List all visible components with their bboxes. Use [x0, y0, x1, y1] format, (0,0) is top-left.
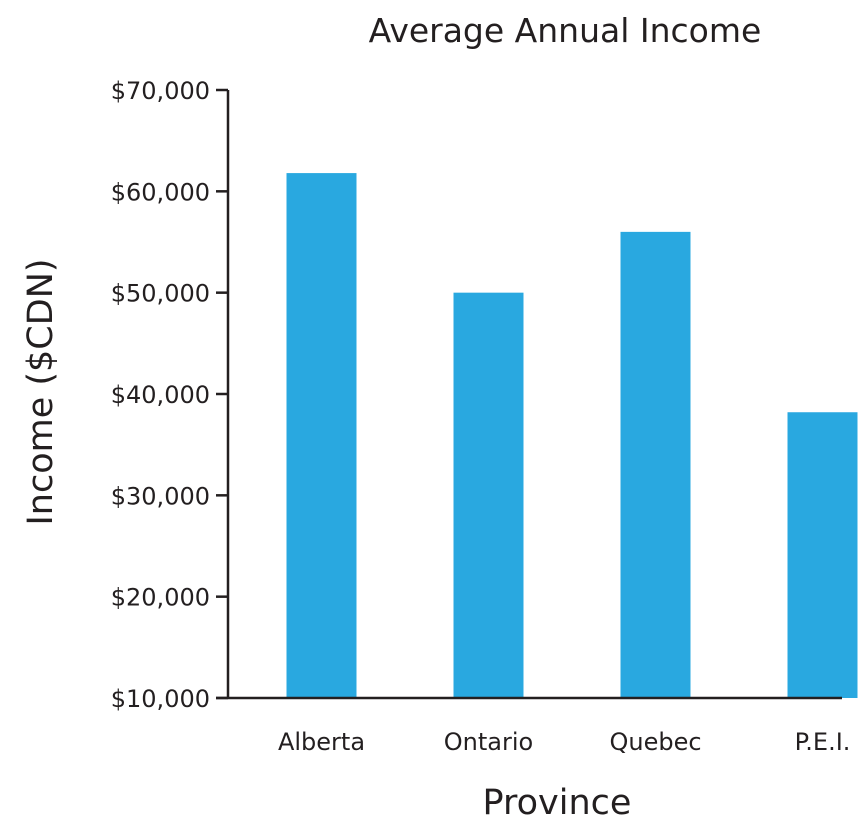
x-category-label: Alberta [278, 728, 365, 756]
y-axis-label: Income ($CDN) [21, 258, 61, 525]
x-category-label: Ontario [444, 728, 533, 756]
y-tick-label: $40,000 [111, 381, 210, 409]
y-tick-label: $30,000 [111, 482, 210, 510]
bar-ontario [453, 292, 524, 698]
x-category-label: Quebec [609, 728, 701, 756]
y-axis-ticks: $10,000 $20,000 $30,000 $40,000 $50,000 $60,0… [111, 77, 228, 713]
y-tick-label: $60,000 [111, 178, 210, 206]
x-axis-categories: Alberta Ontario Quebec P.E.I. [278, 728, 850, 756]
chart-title: Average Annual Income [369, 11, 762, 50]
x-axis-label: Province [483, 783, 632, 823]
bar-alberta [286, 173, 357, 699]
y-tick-label: $70,000 [111, 77, 210, 105]
y-tick-label: $10,000 [111, 685, 210, 713]
y-tick-label: $20,000 [111, 584, 210, 612]
bar-quebec [620, 231, 691, 698]
bar-p-e-i [787, 412, 858, 698]
y-tick-label: $50,000 [111, 280, 210, 308]
bars [286, 173, 858, 699]
x-category-label: P.E.I. [795, 728, 851, 756]
